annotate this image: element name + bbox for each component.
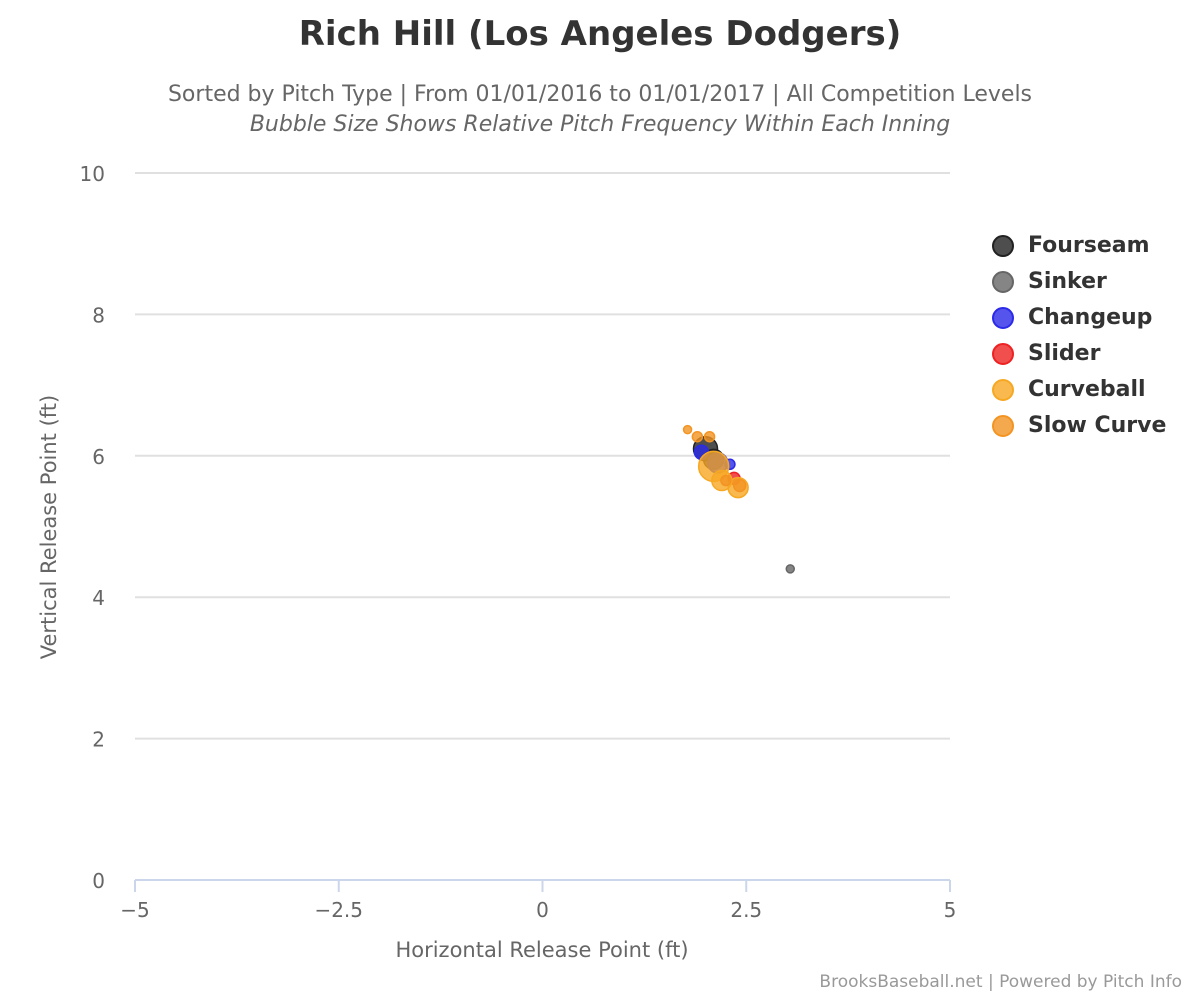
legend-marker-icon <box>992 270 1014 293</box>
legend-item-slider[interactable]: Slider <box>992 341 1100 366</box>
chart-subtitle: Sorted by Pitch Type | From 01/01/2016 t… <box>167 82 1033 107</box>
y-tick-label: 10 <box>80 162 105 186</box>
credit[interactable]: BrooksBaseball.net | Powered by Pitch In… <box>819 972 1182 992</box>
y-tick-label: 2 <box>92 728 105 752</box>
data-point-slow-curve <box>682 424 693 435</box>
y-tick-label: 0 <box>92 869 105 893</box>
legend-item-changeup[interactable]: Changeup <box>992 305 1152 330</box>
data-point-slow-curve <box>720 474 732 487</box>
x-tick-label: −5 <box>120 898 149 922</box>
chart-subtitle-2: Bubble Size Shows Relative Pitch Frequen… <box>249 112 951 137</box>
legend-marker-icon <box>992 342 1014 365</box>
x-tick-label: 0 <box>536 898 549 922</box>
legend-label: Curveball <box>1028 377 1146 402</box>
legend-label: Slow Curve <box>1028 413 1167 438</box>
legend-label: Changeup <box>1028 305 1153 330</box>
legend-marker-icon <box>992 414 1014 437</box>
x-axis-title: Horizontal Release Point (ft) <box>395 938 688 962</box>
x-tick-label: 5 <box>944 898 957 922</box>
y-axis-title: Vertical Release Point (ft) <box>37 395 61 659</box>
y-tick-label: 6 <box>92 445 105 469</box>
x-tick-label: −2.5 <box>314 898 363 922</box>
legend-item-slow-curve[interactable]: Slow Curve <box>992 413 1166 438</box>
y-tick-label: 4 <box>92 586 105 610</box>
data-point-slow-curve <box>691 430 704 443</box>
data-point-slow-curve <box>703 430 716 443</box>
legend-label: Slider <box>1028 341 1101 366</box>
legend-label: Fourseam <box>1028 233 1150 258</box>
y-tick-label: 8 <box>92 303 105 327</box>
legend-label: Sinker <box>1028 269 1107 294</box>
legend-item-curveball[interactable]: Curveball <box>992 377 1146 402</box>
data-point-sinker <box>785 564 796 574</box>
data-point-slow-curve <box>732 478 747 493</box>
legend-item-fourseam[interactable]: Fourseam <box>992 233 1150 258</box>
legend-marker-icon <box>992 378 1014 401</box>
x-tick-label: 2.5 <box>730 898 762 922</box>
legend-item-sinker[interactable]: Sinker <box>992 269 1107 294</box>
legend-marker-icon <box>992 306 1014 329</box>
chart-title: Rich Hill (Los Angeles Dodgers) <box>298 14 902 54</box>
legend-marker-icon <box>992 234 1014 257</box>
